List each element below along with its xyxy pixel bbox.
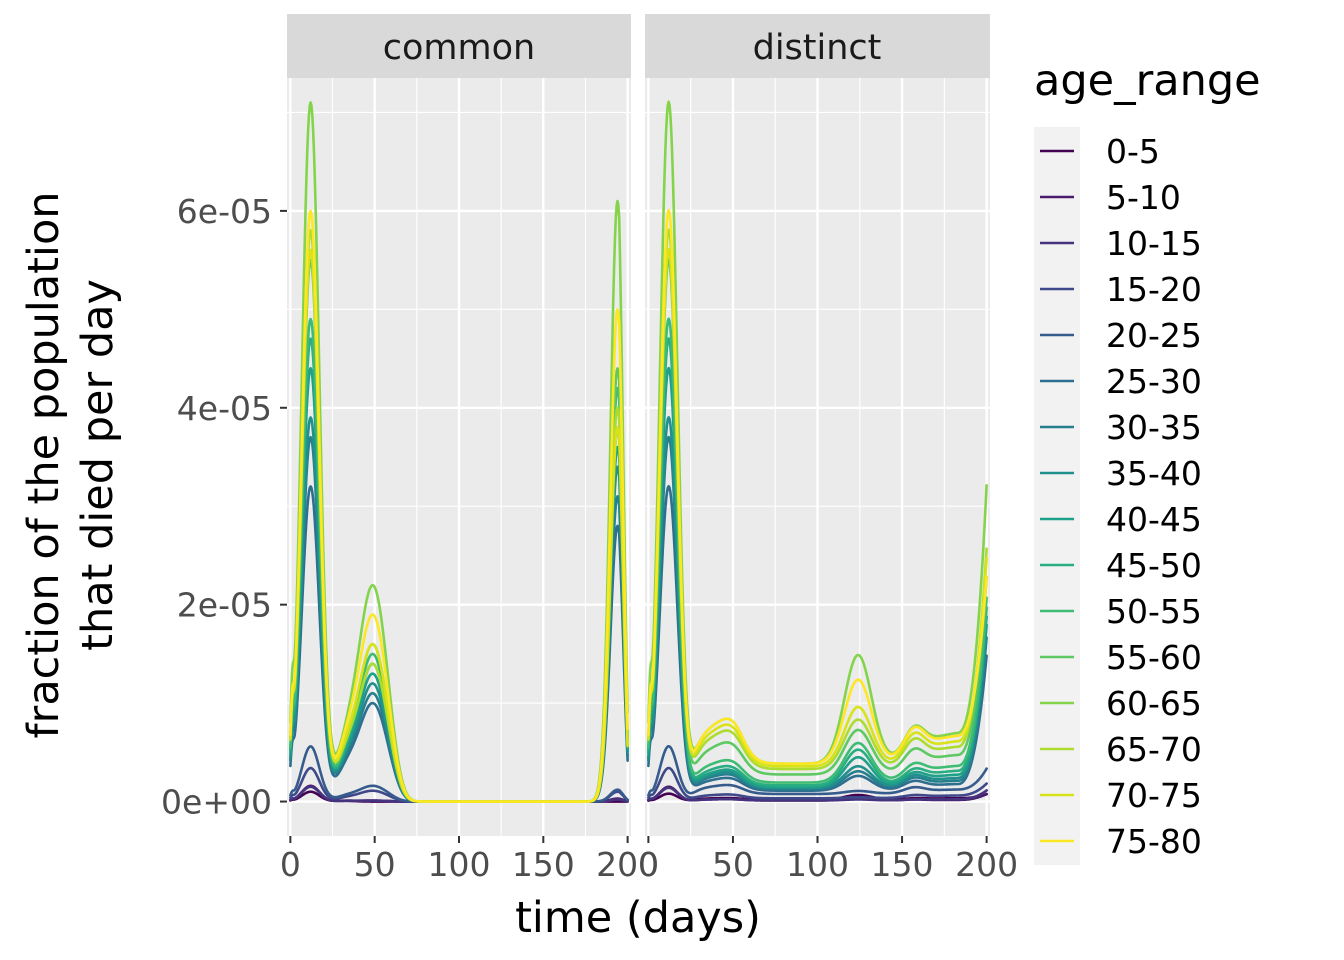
x-tick-label: 50: [712, 845, 754, 884]
y-tick-label: 4e-05: [177, 389, 272, 428]
x-tick-label: 100: [428, 845, 491, 884]
legend-title: age_range: [1034, 56, 1261, 106]
legend-label-20-25: 20-25: [1106, 316, 1202, 355]
legend-label-25-30: 25-30: [1106, 362, 1202, 401]
legend-label-70-75: 70-75: [1106, 776, 1202, 815]
legend-label-75-80: 75-80: [1106, 822, 1202, 861]
y-tick-label: 6e-05: [177, 192, 272, 231]
legend-label-30-35: 30-35: [1106, 408, 1202, 447]
facet-label-common: common: [383, 28, 535, 68]
x-tick-label: 100: [786, 845, 849, 884]
series-line-15-20: [647, 766, 988, 800]
x-tick-label: 150: [871, 845, 934, 884]
series-line-55-60: [647, 258, 988, 776]
x-tick-label: 200: [955, 845, 1018, 884]
x-tick-label: 150: [512, 845, 575, 884]
y-axis-title: fraction of the population that died per…: [19, 191, 123, 738]
series-line-50-55: [647, 317, 988, 784]
panel-series-distinct: [647, 100, 988, 802]
legend-label-10-15: 10-15: [1106, 224, 1202, 263]
series-line-25-30: [647, 485, 988, 793]
strip-background-common: [287, 14, 631, 78]
y-axis-title-line-2: that died per day: [73, 279, 123, 651]
legend-label-35-40: 35-40: [1106, 454, 1202, 493]
legend-label-60-65: 60-65: [1106, 684, 1202, 723]
series-line-10-15: [647, 786, 988, 802]
x-tick-label: 50: [354, 845, 396, 884]
legend: 0-5 5-10 10-15 15-20 20-25 25-30 30-35 35-40 40-…: [1034, 127, 1202, 865]
legend-label-5-10: 5-10: [1106, 178, 1181, 217]
x-axis-title: time (days): [515, 893, 761, 943]
series-line-75-80: [647, 208, 988, 765]
panel-series-common: [289, 101, 629, 803]
series-line-45-50: [647, 337, 988, 787]
series-line-65-70: [647, 228, 988, 771]
facet-label-distinct: distinct: [753, 28, 882, 68]
legend-label-50-55: 50-55: [1106, 592, 1202, 631]
series-line-20-25: [647, 744, 988, 797]
legend-label-0-5: 0-5: [1106, 132, 1160, 171]
y-tick-label: 0e+00: [161, 783, 272, 822]
legend-key-background: [1034, 127, 1080, 865]
series-line-70-75: [647, 248, 988, 768]
strip-background-distinct: [645, 14, 990, 78]
legend-label-65-70: 65-70: [1106, 730, 1202, 769]
x-tick-label: 0: [280, 845, 301, 884]
y-tick-label: 2e-05: [177, 586, 272, 625]
series-line-75-80: [289, 209, 629, 803]
series-line-40-45: [647, 366, 988, 789]
legend-label-15-20: 15-20: [1106, 270, 1202, 309]
legend-label-55-60: 55-60: [1106, 638, 1202, 677]
x-tick-label: 0: [638, 845, 659, 884]
legend-label-45-50: 45-50: [1106, 546, 1202, 585]
legend-label-40-45: 40-45: [1106, 500, 1202, 539]
series-layer: [289, 100, 988, 803]
x-tick-label: 200: [596, 845, 659, 884]
y-axis-title-line-1: fraction of the population: [19, 191, 69, 738]
